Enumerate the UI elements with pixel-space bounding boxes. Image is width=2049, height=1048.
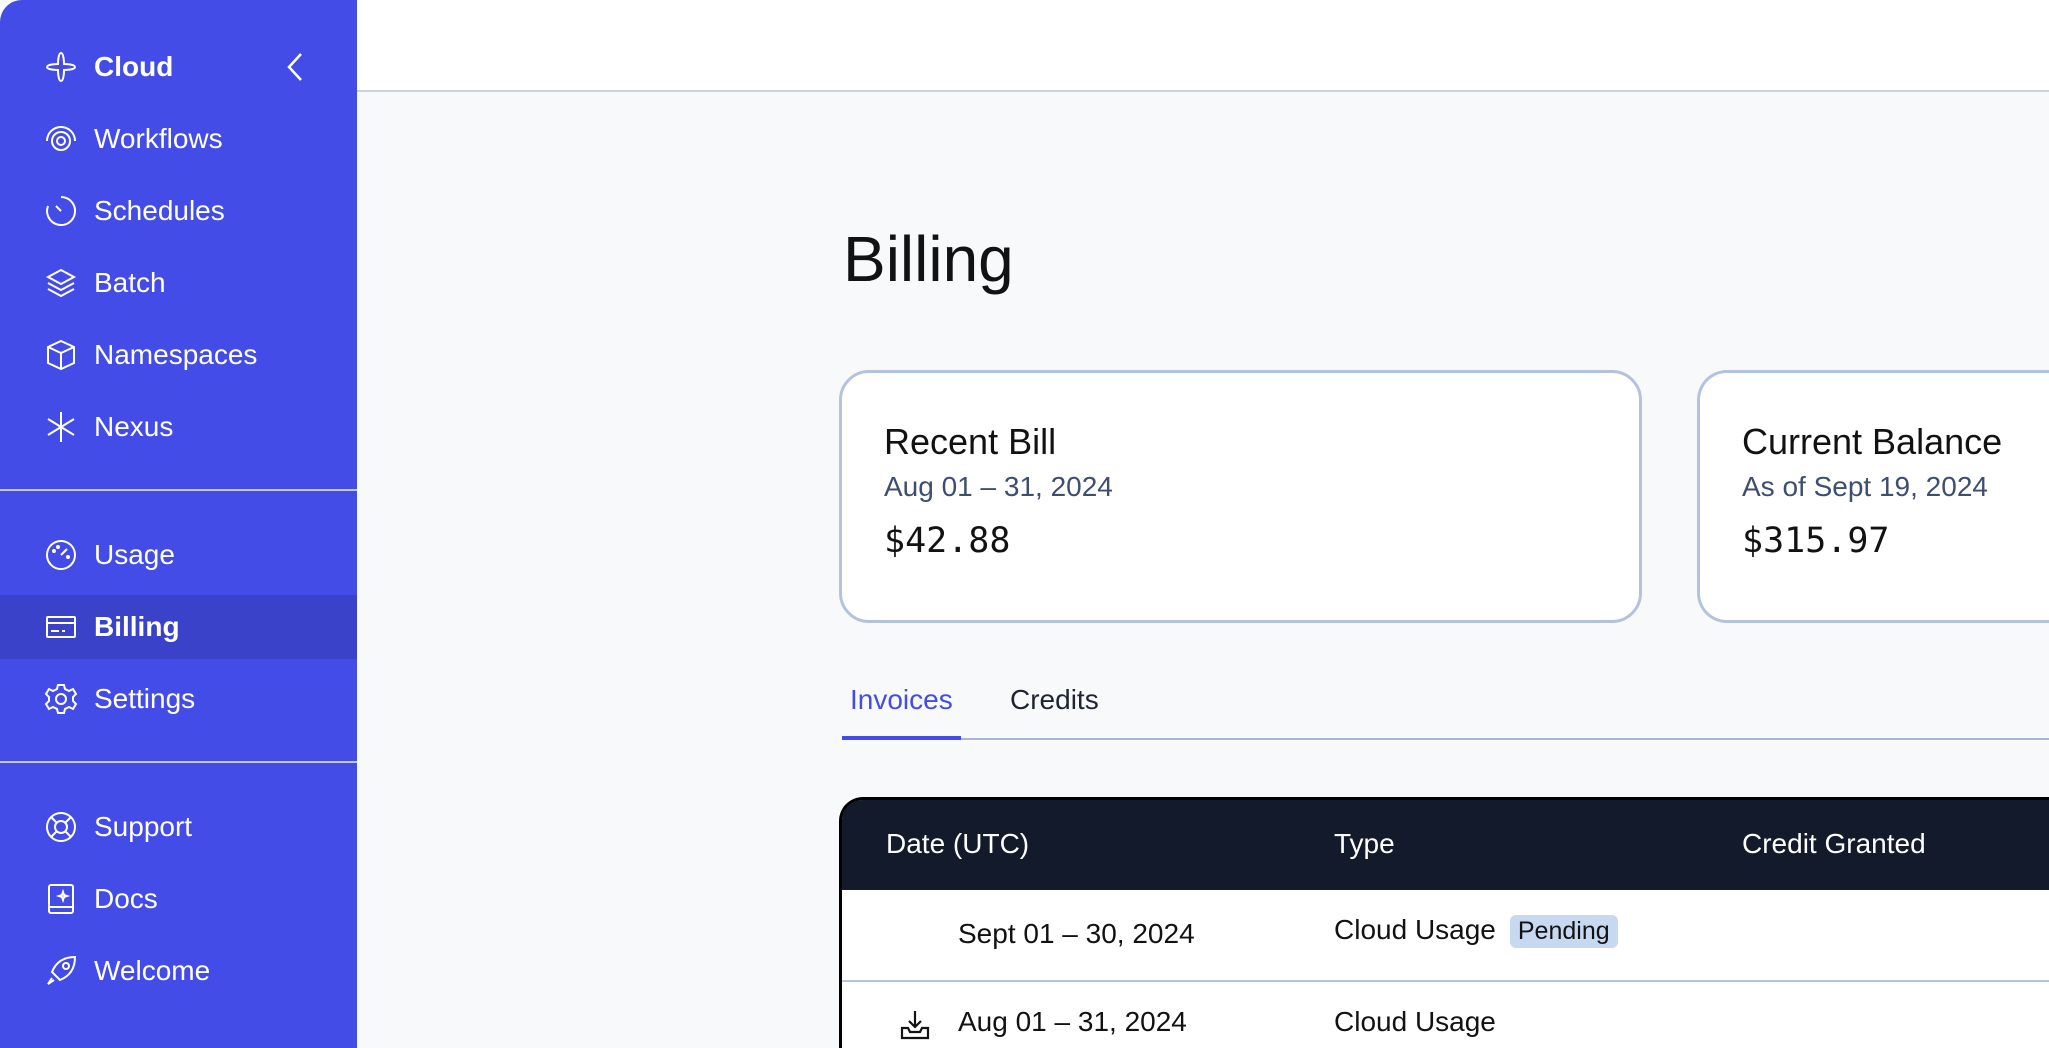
sidebar-item-usage[interactable]: Usage (0, 523, 357, 587)
support-icon (46, 812, 76, 842)
card-subtitle: Aug 01 – 31, 2024 (884, 471, 1113, 502)
card-title: Recent Bill (884, 421, 1057, 462)
sidebar-item-namespaces[interactable]: Namespaces (0, 323, 357, 387)
billing-tabs: Invoices Credits (842, 680, 2049, 740)
cloud-logo-icon (45, 51, 77, 83)
page-title: Billing (843, 223, 1014, 295)
row-type-label: Cloud Usage (1334, 914, 1496, 945)
sidebar-item-label: Support (94, 811, 193, 842)
card-amount: $42.88 (884, 521, 1011, 561)
chevron-left-icon[interactable] (279, 50, 313, 84)
sidebar-item-label: Namespaces (94, 339, 258, 370)
sidebar-item-batch[interactable]: Batch (0, 251, 357, 315)
sidebar-item-settings[interactable]: Settings (0, 667, 357, 731)
sidebar-item-schedules[interactable]: Schedules (0, 179, 357, 243)
card-subtitle: As of Sept 19, 2024 (1742, 471, 1988, 502)
column-header-type: Type (1334, 828, 1395, 859)
sidebar-item-workflows[interactable]: Workflows (0, 107, 357, 171)
sidebar-item-support[interactable]: Support (0, 795, 357, 859)
column-header-credit-granted: Credit Granted (1742, 828, 1926, 859)
welcome-icon (47, 955, 77, 985)
sidebar-item-welcome[interactable]: Welcome (0, 939, 357, 1003)
sidebar-divider (0, 761, 357, 763)
sidebar-item-label: Batch (94, 267, 166, 298)
sidebar-item-label: Billing (94, 611, 180, 642)
status-badge: Pending (1509, 915, 1618, 948)
download-icon[interactable] (898, 1008, 932, 1042)
card-amount: $315.97 (1742, 521, 1890, 561)
billing-icon (46, 616, 76, 638)
table-row: Aug 01 – 31, 2024 Cloud Usage (842, 982, 2049, 1048)
tab-credits[interactable]: Credits (1010, 684, 1099, 715)
sidebar-header-label: Cloud (94, 51, 174, 82)
top-bar (357, 0, 2049, 92)
column-header-date: Date (UTC) (886, 828, 1030, 859)
row-date: Sept 01 – 30, 2024 (958, 918, 1195, 949)
current-balance-card: Current Balance As of Sept 19, 2024 $315… (1697, 370, 2049, 623)
table-row: Sept 01 – 30, 2024 Cloud Usage Pending (842, 890, 2049, 982)
sidebar-item-nexus[interactable]: Nexus (0, 395, 357, 459)
sidebar-item-label: Workflows (94, 123, 223, 154)
sidebar-item-billing[interactable]: Billing (0, 595, 357, 659)
invoices-table: Date (UTC) Type Credit Granted Sept 01 –… (839, 797, 2049, 1048)
sidebar-item-label: Docs (94, 883, 158, 914)
sidebar-item-docs[interactable]: Docs (0, 867, 357, 931)
docs-icon (48, 884, 74, 914)
workflows-icon (46, 126, 76, 151)
usage-icon (46, 540, 76, 570)
sidebar-item-label: Settings (94, 683, 196, 714)
row-date: Aug 01 – 31, 2024 (958, 1006, 1187, 1037)
tab-invoices[interactable]: Invoices (842, 684, 961, 740)
sidebar-header-cloud[interactable]: Cloud (0, 35, 357, 99)
row-type: Cloud Usage (1334, 1006, 1496, 1037)
table-header: Date (UTC) Type Credit Granted (842, 800, 2049, 890)
namespaces-icon (47, 339, 75, 371)
recent-bill-card: Recent Bill Aug 01 – 31, 2024 $42.88 (839, 370, 1642, 623)
sidebar: Cloud Workflows Schedules Batch Namespac… (0, 0, 357, 1048)
nexus-icon (47, 412, 75, 442)
card-title: Current Balance (1742, 421, 2003, 462)
sidebar-divider (0, 489, 357, 491)
settings-icon (44, 684, 78, 714)
batch-icon (45, 268, 77, 298)
sidebar-item-label: Welcome (94, 955, 211, 986)
sidebar-item-label: Schedules (94, 195, 225, 226)
row-type: Cloud Usage Pending (1334, 914, 1618, 948)
schedules-icon (46, 195, 77, 226)
sidebar-item-label: Usage (94, 539, 175, 570)
sidebar-item-label: Nexus (94, 411, 174, 442)
